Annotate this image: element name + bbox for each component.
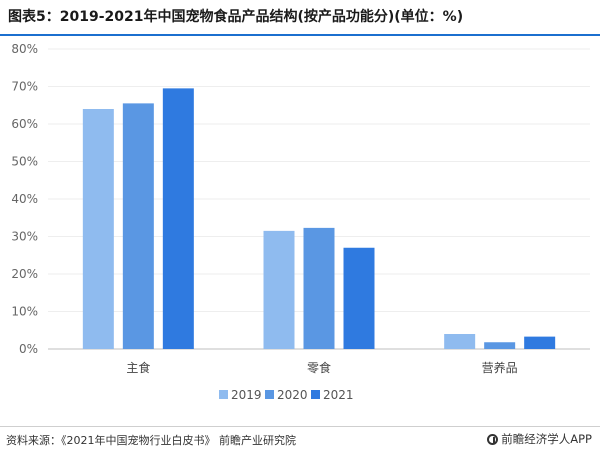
qianzhan-logo-icon xyxy=(487,433,499,445)
y-tick-label: 50% xyxy=(11,155,38,169)
legend-swatch xyxy=(265,390,274,399)
x-tick-label: 营养品 xyxy=(482,360,518,375)
title-bar: 图表5：2019-2021年中国宠物食品产品结构(按产品功能分)(单位：%) xyxy=(0,0,600,36)
bar-2021-1 xyxy=(343,247,375,349)
y-tick-label: 40% xyxy=(11,192,38,206)
bar-2019-2 xyxy=(444,334,476,349)
footer-divider xyxy=(0,426,600,427)
y-tick-label: 0% xyxy=(19,342,38,356)
x-tick-label: 主食 xyxy=(126,360,150,375)
y-tick-label: 70% xyxy=(11,80,38,94)
chart-title: 图表5：2019-2021年中国宠物食品产品结构(按产品功能分)(单位：%) xyxy=(8,9,464,25)
bar-2021-0 xyxy=(162,88,194,349)
legend-swatch xyxy=(311,390,320,399)
y-tick-label: 60% xyxy=(11,117,38,131)
y-tick-label: 80% xyxy=(11,42,38,56)
y-tick-label: 10% xyxy=(11,305,38,319)
source-note: 资料来源：《2021年中国宠物行业白皮书》 前瞻产业研究院 xyxy=(6,434,296,447)
x-tick-label: 零食 xyxy=(307,360,331,375)
y-axis: 0% 10% 20% 30% 40% 50% 60% 70% 80% xyxy=(11,42,590,356)
legend-label: 2019 xyxy=(231,388,262,402)
bar-2019-0 xyxy=(82,109,114,349)
y-tick-label: 30% xyxy=(11,230,38,244)
bar-2021-2 xyxy=(524,336,556,349)
bar-chart: 0%10%20%30%40%50%60%70%80% 主食 零食 营养品 2019 2… xyxy=(11,42,590,402)
y-tick-label: 20% xyxy=(11,267,38,281)
bar-2020-0 xyxy=(122,103,154,349)
brand: 前瞻经济学人APP xyxy=(487,431,592,447)
legend-swatch xyxy=(219,390,228,399)
bars xyxy=(82,88,556,349)
bar-2020-1 xyxy=(303,227,335,349)
legend-label: 2020 xyxy=(277,388,308,402)
brand-label: 前瞻经济学人APP xyxy=(501,432,592,446)
bar-2020-2 xyxy=(484,342,516,349)
legend-label: 2021 xyxy=(323,388,354,402)
x-axis: 主食 零食 营养品 xyxy=(126,360,517,375)
legend: 2019 2020 2021 xyxy=(219,388,354,402)
bar-2019-1 xyxy=(263,230,295,349)
